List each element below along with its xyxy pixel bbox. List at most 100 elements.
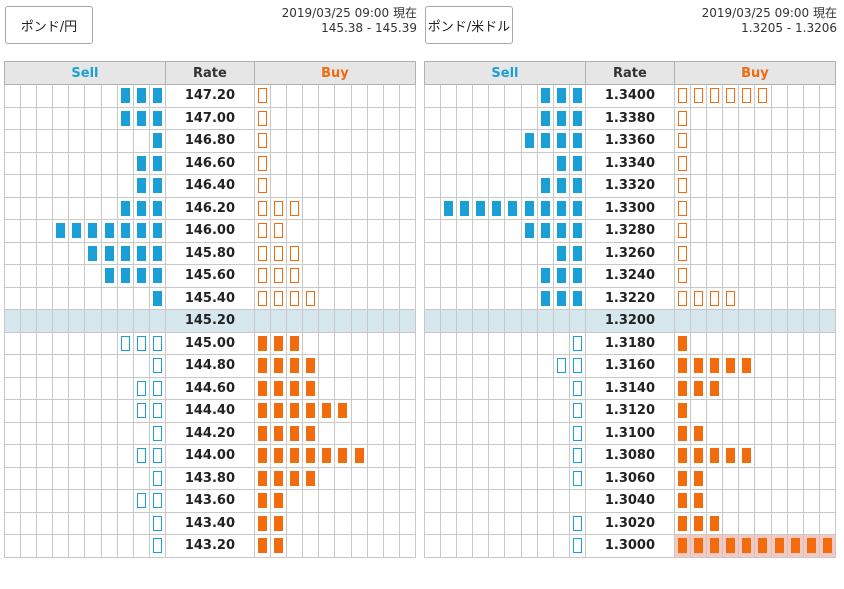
sell-order-block bbox=[572, 245, 582, 261]
sell-cell bbox=[20, 129, 38, 153]
buy-cell bbox=[302, 174, 320, 198]
buy-cell bbox=[398, 129, 416, 153]
sell-cell bbox=[520, 331, 538, 355]
buy-cell bbox=[690, 174, 708, 198]
sell-cell bbox=[84, 174, 102, 198]
sell-cell bbox=[36, 241, 54, 265]
buy-cell bbox=[673, 489, 692, 513]
buy-order-block bbox=[822, 538, 832, 553]
sell-order-block bbox=[572, 470, 582, 486]
pair-button-gbpusd[interactable]: ポンド/米ドル bbox=[425, 6, 513, 44]
buy-cell bbox=[754, 106, 772, 130]
sell-cell bbox=[440, 444, 458, 468]
sell-cell bbox=[472, 466, 490, 490]
buy-cell bbox=[350, 309, 368, 333]
sell-cell bbox=[423, 196, 442, 220]
buy-cell bbox=[253, 466, 272, 490]
buy-cell bbox=[350, 466, 368, 490]
buy-order-block bbox=[274, 223, 284, 238]
buy-cell bbox=[786, 331, 804, 355]
buy-cell bbox=[350, 174, 368, 198]
buy-cell bbox=[286, 376, 304, 400]
buy-cell bbox=[350, 399, 368, 423]
sell-order-block bbox=[572, 178, 582, 193]
buy-cell bbox=[818, 219, 836, 243]
rate-row: 145.40 bbox=[3, 286, 416, 310]
rate-row: 1.3280 bbox=[423, 219, 836, 243]
buy-cell bbox=[786, 196, 804, 220]
sell-order-block bbox=[152, 403, 162, 418]
sell-cell bbox=[36, 264, 54, 288]
sell-cell bbox=[52, 376, 70, 400]
sell-cell bbox=[36, 219, 54, 243]
buy-cell bbox=[253, 309, 272, 333]
sell-cell bbox=[20, 376, 38, 400]
sell-cell bbox=[84, 354, 102, 378]
sell-order-block bbox=[152, 245, 162, 261]
sell-order-block bbox=[152, 380, 162, 396]
sell-order-block bbox=[104, 245, 114, 261]
sell-cell bbox=[568, 241, 586, 265]
sell-cell bbox=[440, 151, 458, 175]
buy-cell bbox=[382, 174, 400, 198]
buy-cell bbox=[398, 421, 416, 445]
sell-cell bbox=[488, 106, 506, 130]
sell-cell bbox=[472, 219, 490, 243]
buy-cell bbox=[738, 309, 756, 333]
sell-cell bbox=[52, 106, 70, 130]
sell-cell bbox=[116, 489, 134, 513]
sell-cell bbox=[20, 534, 38, 558]
sell-cell bbox=[472, 534, 490, 558]
buy-cell bbox=[302, 466, 320, 490]
sell-cell bbox=[68, 489, 86, 513]
sell-cell bbox=[84, 489, 102, 513]
bid-ask-quote: 1.3205 - 1.3206 bbox=[741, 21, 837, 35]
buy-order-block bbox=[257, 133, 267, 148]
buy-order-block bbox=[274, 403, 284, 418]
sell-cell bbox=[84, 399, 102, 423]
rate-row: 146.40 bbox=[3, 174, 416, 198]
buy-cell bbox=[286, 151, 304, 175]
buy-cell bbox=[270, 196, 288, 220]
sell-cell bbox=[68, 376, 86, 400]
buy-cell bbox=[673, 106, 692, 130]
buy-cell bbox=[286, 354, 304, 378]
sell-cell bbox=[68, 511, 86, 535]
rate-value: 145.40 bbox=[164, 286, 255, 310]
sell-cell bbox=[116, 354, 134, 378]
buy-cell bbox=[690, 129, 708, 153]
buy-cell bbox=[754, 84, 772, 108]
sell-cell bbox=[20, 309, 38, 333]
sell-cell bbox=[552, 174, 570, 198]
sell-cell bbox=[148, 106, 166, 130]
sell-cell bbox=[456, 511, 474, 535]
buy-cell bbox=[270, 219, 288, 243]
sell-cell bbox=[3, 421, 22, 445]
sell-cell bbox=[100, 264, 118, 288]
sell-order-block bbox=[476, 200, 486, 216]
buy-cell bbox=[673, 196, 692, 220]
rate-value: 1.3260 bbox=[584, 241, 675, 265]
sell-order-block bbox=[540, 200, 550, 216]
buy-cell bbox=[334, 511, 352, 535]
sell-cell bbox=[536, 219, 554, 243]
sell-order-block bbox=[136, 178, 146, 193]
sell-cell bbox=[504, 421, 522, 445]
sell-cell bbox=[488, 84, 506, 108]
sell-cell bbox=[52, 511, 70, 535]
sell-order-block bbox=[136, 245, 146, 261]
buy-order-block bbox=[694, 538, 704, 553]
buy-cell bbox=[302, 534, 320, 558]
pair-button-gbpjpy[interactable]: ポンド/円 bbox=[5, 6, 93, 44]
sell-order-block bbox=[572, 155, 582, 171]
buy-order-block bbox=[257, 335, 267, 351]
sell-cell bbox=[488, 376, 506, 400]
sell-cell bbox=[84, 264, 102, 288]
buy-cell bbox=[334, 196, 352, 220]
buy-cell bbox=[318, 511, 336, 535]
buy-cell bbox=[754, 286, 772, 310]
buy-order-block bbox=[726, 88, 736, 103]
sell-cell bbox=[52, 264, 70, 288]
buy-order-block bbox=[290, 268, 300, 283]
sell-cell bbox=[536, 489, 554, 513]
